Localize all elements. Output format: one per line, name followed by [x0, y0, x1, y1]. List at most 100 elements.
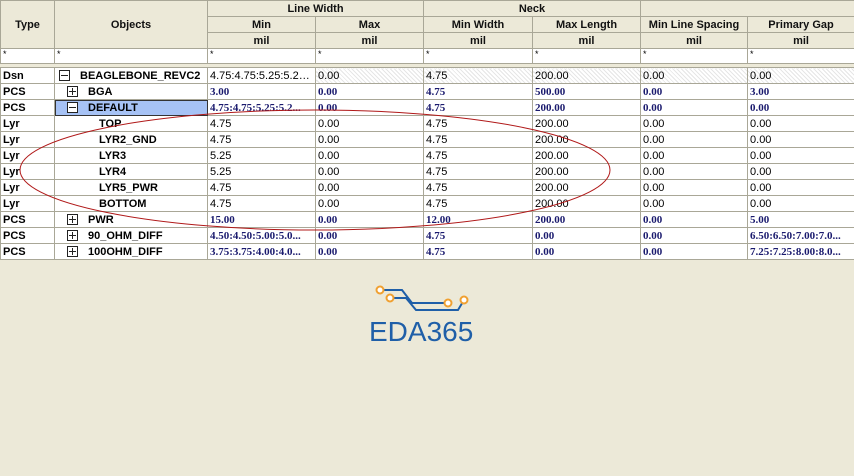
neck-max-length-cell[interactable]: 200.00 — [531, 195, 642, 212]
min-line-width-cell[interactable]: 3.00 — [207, 83, 316, 100]
object-cell[interactable]: BOTTOM — [54, 195, 208, 212]
primary-gap-cell[interactable]: 7.25:7.25:8.00:8.0... — [747, 243, 854, 260]
expand-icon[interactable] — [67, 214, 78, 226]
neck-max-length-cell[interactable]: 200.00 — [531, 163, 642, 180]
filter-cell[interactable]: * — [640, 48, 749, 64]
collapse-icon[interactable] — [59, 70, 70, 82]
table-row[interactable]: PCS 100OHM_DIFF 3.75:3.75:4.00:4.0... 0.00 4… — [0, 243, 854, 260]
table-row[interactable]: PCS PWR 15.00 0.00 12.00 200.00 0.00 5.00 — [0, 211, 854, 228]
min-line-spacing-cell[interactable]: 0.00 — [640, 179, 749, 196]
neck-max-length-cell[interactable]: 200.00 — [531, 67, 642, 84]
filter-cell[interactable]: * — [315, 48, 424, 64]
table-row[interactable]: Lyr TOP 4.75 0.00 4.75 200.00 0.00 0.00 — [0, 115, 854, 132]
min-line-width-cell[interactable]: 4.75:4.75:5.25:5.2... — [207, 99, 316, 116]
max-line-width-cell[interactable]: 0.00 — [315, 211, 424, 228]
primary-gap-cell[interactable]: 0.00 — [747, 147, 854, 164]
table-row[interactable]: Lyr LYR4 5.25 0.00 4.75 200.00 0.00 0.00 — [0, 163, 854, 180]
max-line-width-cell[interactable]: 0.00 — [315, 147, 424, 164]
neck-max-length-cell[interactable]: 200.00 — [531, 211, 642, 228]
max-line-width-cell[interactable]: 0.00 — [315, 99, 424, 116]
header-max-length[interactable]: Max Length — [531, 16, 642, 33]
expand-icon[interactable] — [67, 230, 78, 242]
min-line-spacing-cell[interactable]: 0.00 — [640, 243, 749, 260]
header-max[interactable]: Max — [315, 16, 424, 33]
table-row[interactable]: Lyr LYR5_PWR 4.75 0.00 4.75 200.00 0.00 0.00 — [0, 179, 854, 196]
filter-cell[interactable]: * — [423, 48, 533, 64]
max-line-width-cell[interactable]: 0.00 — [315, 179, 424, 196]
expand-icon[interactable] — [67, 246, 78, 258]
table-row[interactable]: PCS 90_OHM_DIFF 4.50:4.50:5.00:5.0... 0.00 4… — [0, 227, 854, 244]
neck-min-width-cell[interactable]: 4.75 — [423, 147, 533, 164]
neck-min-width-cell[interactable]: 4.75 — [423, 227, 533, 244]
min-line-width-cell[interactable]: 4.75 — [207, 131, 316, 148]
min-line-width-cell[interactable]: 5.25 — [207, 163, 316, 180]
filter-cell[interactable]: * — [54, 48, 208, 64]
table-row[interactable]: Lyr BOTTOM 4.75 0.00 4.75 200.00 0.00 0.00 — [0, 195, 854, 212]
object-cell[interactable]: BGA — [54, 83, 208, 100]
object-cell[interactable]: LYR3 — [54, 147, 208, 164]
neck-max-length-cell[interactable]: 200.00 — [531, 99, 642, 116]
neck-min-width-cell[interactable]: 12.00 — [423, 211, 533, 228]
header-line-width[interactable]: Line Width — [207, 0, 424, 17]
min-line-spacing-cell[interactable]: 0.00 — [640, 83, 749, 100]
primary-gap-cell[interactable]: 0.00 — [747, 99, 854, 116]
collapse-icon[interactable] — [67, 102, 78, 114]
table-row[interactable]: Lyr LYR2_GND 4.75 0.00 4.75 200.00 0.00 0.00 — [0, 131, 854, 148]
min-line-width-cell[interactable]: 5.25 — [207, 147, 316, 164]
primary-gap-cell[interactable]: 0.00 — [747, 67, 854, 84]
header-min-width[interactable]: Min Width — [423, 16, 533, 33]
primary-gap-cell[interactable]: 6.50:6.50:7.00:7.0... — [747, 227, 854, 244]
max-line-width-cell[interactable]: 0.00 — [315, 115, 424, 132]
object-cell[interactable]: LYR4 — [54, 163, 208, 180]
neck-min-width-cell[interactable]: 4.75 — [423, 115, 533, 132]
object-cell[interactable]: DEFAULT — [54, 99, 208, 116]
neck-min-width-cell[interactable]: 4.75 — [423, 83, 533, 100]
min-line-spacing-cell[interactable]: 0.00 — [640, 131, 749, 148]
min-line-width-cell[interactable]: 4.50:4.50:5.00:5.0... — [207, 227, 316, 244]
max-line-width-cell[interactable]: 0.00 — [315, 227, 424, 244]
table-row[interactable]: PCS BGA 3.00 0.00 4.75 500.00 0.00 3.00 — [0, 83, 854, 100]
neck-max-length-cell[interactable]: 0.00 — [531, 243, 642, 260]
primary-gap-cell[interactable]: 0.00 — [747, 195, 854, 212]
header-objects[interactable]: Objects — [54, 0, 208, 49]
neck-max-length-cell[interactable]: 200.00 — [531, 179, 642, 196]
object-cell[interactable]: BEAGLEBONE_REVC2 — [54, 67, 208, 84]
min-line-width-cell[interactable]: 3.75:3.75:4.00:4.0... — [207, 243, 316, 260]
min-line-spacing-cell[interactable]: 0.00 — [640, 147, 749, 164]
max-line-width-cell[interactable]: 0.00 — [315, 163, 424, 180]
neck-min-width-cell[interactable]: 4.75 — [423, 195, 533, 212]
min-line-width-cell[interactable]: 15.00 — [207, 211, 316, 228]
primary-gap-cell[interactable]: 0.00 — [747, 115, 854, 132]
min-line-spacing-cell[interactable]: 0.00 — [640, 211, 749, 228]
neck-max-length-cell[interactable]: 200.00 — [531, 115, 642, 132]
max-line-width-cell[interactable]: 0.00 — [315, 131, 424, 148]
min-line-spacing-cell[interactable]: 0.00 — [640, 115, 749, 132]
min-line-spacing-cell[interactable]: 0.00 — [640, 195, 749, 212]
object-cell[interactable]: 90_OHM_DIFF — [54, 227, 208, 244]
neck-min-width-cell[interactable]: 4.75 — [423, 243, 533, 260]
header-type[interactable]: Type — [0, 0, 55, 49]
min-line-width-cell[interactable]: 4.75 — [207, 115, 316, 132]
min-line-width-cell[interactable]: 4.75:4.75:5.25:5.25... — [207, 67, 316, 84]
min-line-spacing-cell[interactable]: 0.00 — [640, 67, 749, 84]
table-row[interactable]: PCS DEFAULT 4.75:4.75:5.25:5.2... 0.00 4.75 2… — [0, 99, 854, 116]
header-neck[interactable]: Neck — [422, 0, 642, 17]
table-row[interactable]: Lyr LYR3 5.25 0.00 4.75 200.00 0.00 0.00 — [0, 147, 854, 164]
primary-gap-cell[interactable]: 0.00 — [747, 163, 854, 180]
header-min[interactable]: Min — [207, 16, 316, 33]
neck-max-length-cell[interactable]: 0.00 — [531, 227, 642, 244]
neck-min-width-cell[interactable]: 4.75 — [423, 131, 533, 148]
neck-min-width-cell[interactable]: 4.75 — [423, 67, 533, 84]
neck-min-width-cell[interactable]: 4.75 — [423, 99, 533, 116]
filter-cell[interactable]: * — [531, 48, 642, 64]
min-line-spacing-cell[interactable]: 0.00 — [640, 99, 749, 116]
neck-min-width-cell[interactable]: 4.75 — [423, 179, 533, 196]
neck-min-width-cell[interactable]: 4.75 — [423, 163, 533, 180]
filter-cell[interactable]: * — [0, 48, 55, 64]
max-line-width-cell[interactable]: 0.00 — [315, 195, 424, 212]
expand-icon[interactable] — [67, 86, 78, 98]
filter-cell[interactable]: * — [207, 48, 316, 64]
table-row[interactable]: Dsn BEAGLEBONE_REVC2 4.75:4.75:5.25:5.25..… — [0, 67, 854, 84]
header-primary-gap[interactable]: Primary Gap — [747, 16, 854, 33]
min-line-width-cell[interactable]: 4.75 — [207, 195, 316, 212]
